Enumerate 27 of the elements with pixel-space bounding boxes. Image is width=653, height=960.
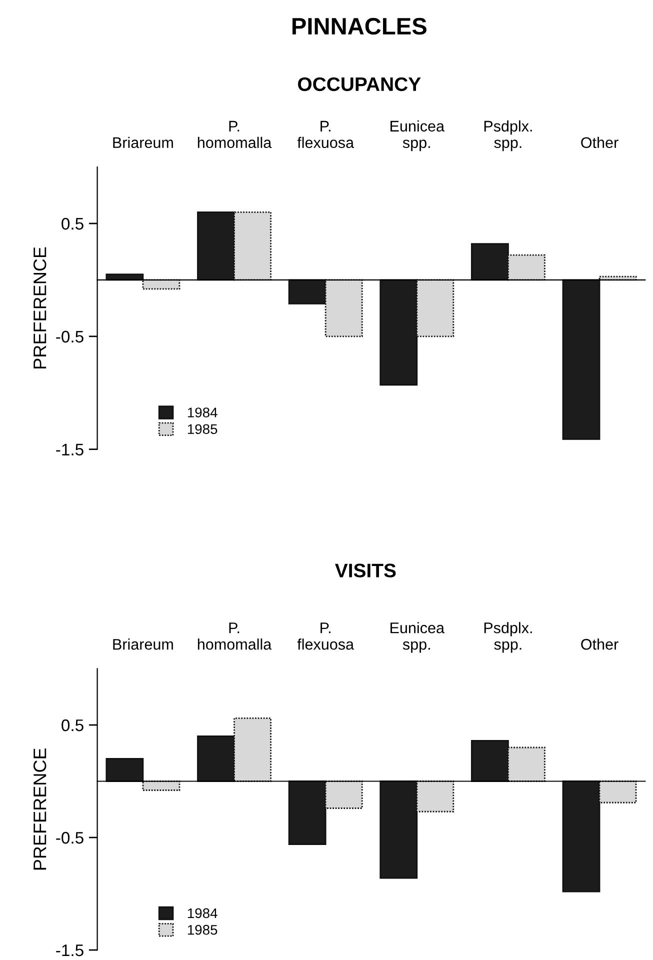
chart-subtitle: OCCUPANCY — [298, 77, 421, 92]
x-tick-label: P. homomalla — [198, 120, 272, 148]
y-axis-title: PREFERENCE — [33, 748, 46, 870]
legend-label: 1985 — [188, 424, 218, 434]
y-tick-label: 0.5 — [62, 719, 84, 732]
x-tick-label: Psdplx. spp. — [484, 120, 532, 152]
x-tick-label: Eunicea spp. — [390, 622, 444, 653]
y-tick-label: -1.5 — [56, 944, 84, 956]
x-tick-label: Other — [581, 638, 618, 650]
x-tick-label: P. flexuosa — [297, 120, 354, 148]
x-tick-label: Other — [581, 136, 618, 148]
chart-title: VISITS — [335, 564, 396, 578]
x-tick-label: Briareum — [113, 638, 173, 650]
x-tick-label: Psdplx. spp. — [484, 622, 532, 653]
legend-label: 1984 — [188, 908, 218, 918]
legend-label: 1984 — [188, 408, 218, 418]
x-tick-label: Eunicea spp. — [390, 120, 444, 152]
y-tick-label: -0.5 — [56, 832, 84, 844]
y-tick-label: 0.5 — [62, 218, 84, 230]
y-tick-label: -0.5 — [56, 330, 84, 343]
y-tick-label: -1.5 — [56, 444, 84, 456]
x-tick-label: Briareum — [113, 136, 173, 148]
y-axis-title: PREFERENCE — [33, 247, 46, 368]
legend-label: 1985 — [188, 924, 218, 935]
chart-title: PINNACLES — [292, 18, 426, 35]
x-tick-label: P. homomalla — [198, 622, 272, 650]
x-tick-label: P. flexuosa — [297, 622, 354, 650]
